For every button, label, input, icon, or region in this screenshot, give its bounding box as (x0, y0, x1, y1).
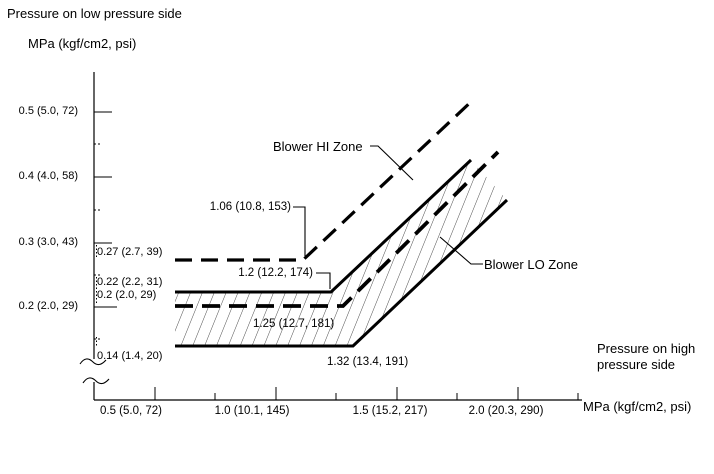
blower-hi-upper-dashed-line (175, 97, 476, 262)
blower-lo-zone-label: Blower LO Zone (484, 257, 578, 272)
y-annotation-0-27: 0.27 (2.7, 39) (97, 246, 163, 258)
x-tick-label-1-0: 1.0 (10.1, 145) (214, 405, 290, 417)
y-annotation-0-22: 0.22 (2.2, 31) (97, 276, 163, 288)
y-tick-label-0-2: 0.2 (2.0, 29) (18, 300, 78, 312)
point-1-2-leader-line (316, 272, 331, 289)
lo-lower-solid-line (175, 198, 509, 348)
chart-title: Pressure on low pressure side (7, 6, 182, 21)
lo-center-dashed-line (175, 150, 500, 308)
y-annotation-0-14: 0.14 (1.4, 20) (97, 350, 163, 362)
x-minor-ticks (214, 393, 579, 400)
x-axis-unit-label: MPa (kgf/cm2, psi) (583, 399, 692, 414)
x-tick-label-1-5: 1.5 (15.2, 217) (352, 405, 428, 417)
x-tick-label-2-0: 2.0 (20.3, 290) (468, 405, 544, 417)
y-tick-label-0-4: 0.4 (4.0, 58) (18, 170, 78, 182)
point-label-1-06: 1.06 (10.8, 153) (209, 201, 291, 213)
x-axis-side-label: Pressure on high pressure side (597, 341, 696, 373)
y-major-ticks (94, 111, 117, 308)
lo-zone-hatch-area (175, 160, 507, 346)
y-axis-break-squiggle (79, 358, 110, 385)
point-label-1-25: 1.25 (12.7, 181) (253, 318, 335, 330)
y-minor-ticks (94, 143, 102, 340)
hi-zone-leader-line (370, 145, 414, 181)
x-major-ticks (154, 387, 519, 400)
y-tick-label-0-3: 0.3 (3.0, 43) (18, 236, 78, 248)
lo-zone-leader-line (439, 236, 483, 265)
point-label-1-2: 1.2 (12.2, 174) (238, 267, 313, 279)
point-label-1-32: 1.32 (13.4, 191) (327, 356, 409, 368)
y-tick-label-0-5: 0.5 (5.0, 72) (18, 105, 78, 117)
blower-hi-zone-label: Blower HI Zone (273, 139, 363, 154)
x-tick-label-0-5: 0.5 (5.0, 72) (99, 405, 163, 417)
y-axis-unit-label: MPa (kgf/cm2, psi) (28, 36, 137, 51)
hi-lo-boundary-solid-line (175, 158, 473, 294)
point-1-06-leader-line (293, 206, 306, 256)
y-annotation-0-2: 0.2 (2.0, 29) (97, 289, 157, 301)
